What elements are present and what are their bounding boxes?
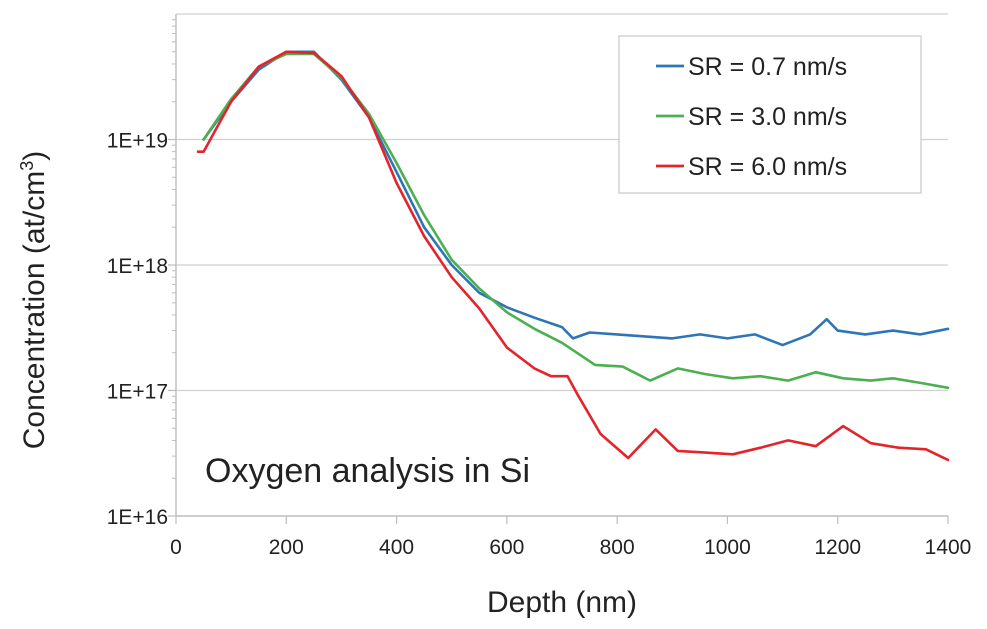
legend-label-3: SR = 6.0 nm/s [688,153,847,181]
y-tick-label: 1E+16 [107,506,168,529]
grid-lines [176,13,948,392]
series-lines [196,50,950,462]
x-tick-label: 1400 [925,536,972,559]
axes [168,14,949,524]
legend-label-2: SR = 3.0 nm/s [688,103,847,131]
y-tick-label: 1E+17 [107,381,168,404]
x-tick-label: 1200 [814,536,861,559]
x-tick-label: 1000 [704,536,751,559]
x-tick-label: 600 [489,536,524,559]
x-tick-label: 200 [269,536,304,559]
y-axis-title-superscript: 3 [17,161,37,171]
x-tick-labels: 0 200 400 600 800 1000 1200 1400 [170,536,971,559]
x-tick-label: 400 [379,536,414,559]
y-tick-labels: 1E+16 1E+17 1E+18 1E+19 [107,130,168,530]
x-axis-title: Depth (nm) [487,586,637,619]
y-tick-label: 1E+18 [107,255,168,278]
legend: SR = 0.7 nm/s SR = 3.0 nm/s SR = 6.0 nm/s [618,35,922,194]
y-tick-label: 1E+19 [107,130,168,153]
x-tick-label: 800 [600,536,635,559]
x-tick-label: 0 [170,536,182,559]
y-axis-title-main: Concentration (at/cm [18,171,51,449]
series-line-3 [196,50,950,462]
y-axis-title: Concentration (at/cm3) [17,151,51,449]
chart-annotation: Oxygen analysis in Si [205,452,530,490]
legend-label-1: SR = 0.7 nm/s [688,53,847,81]
y-axis-title-suffix: ) [18,151,51,161]
